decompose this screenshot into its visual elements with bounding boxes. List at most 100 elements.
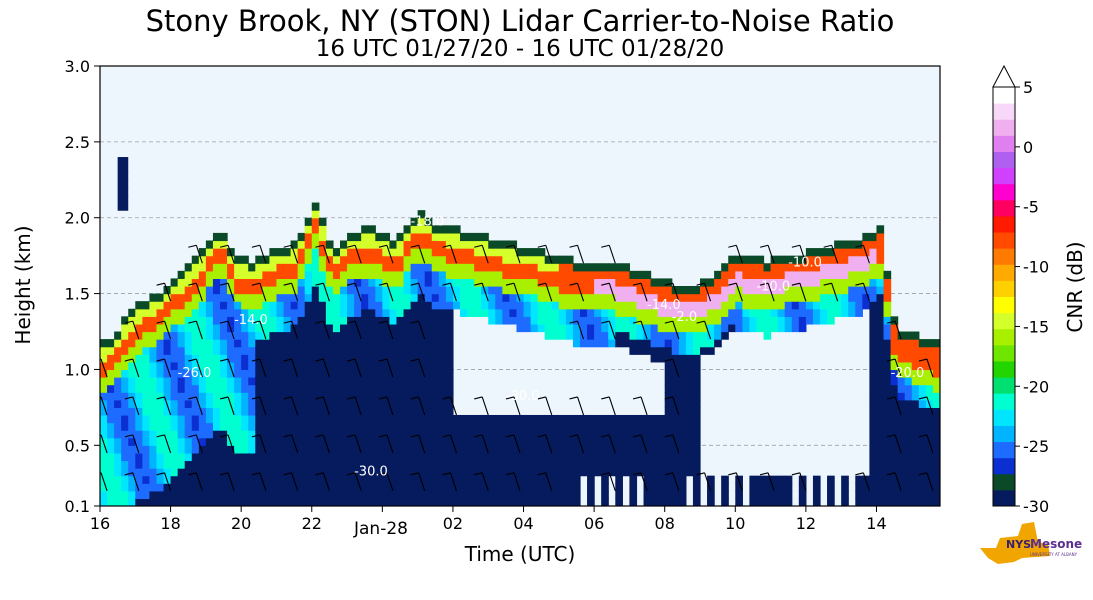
field-cell-1292 xyxy=(375,263,383,272)
wind-barb-39 xyxy=(283,358,299,378)
wind-barb-9 xyxy=(156,472,172,492)
field-cell-1913 xyxy=(523,293,532,302)
field-cell-3047 xyxy=(117,172,129,181)
field-cell-2105 xyxy=(587,460,595,469)
field-cell-735 xyxy=(269,399,278,408)
field-cell-764 xyxy=(276,437,285,446)
field-cell-829 xyxy=(290,460,299,469)
field-cell-1660 xyxy=(445,270,454,280)
field-cell-620 xyxy=(241,278,249,287)
field-cell-173 xyxy=(149,490,158,500)
y-axis-label: Height (km) xyxy=(11,225,35,345)
field-cell-2022 xyxy=(558,422,567,431)
field-cell-28 xyxy=(107,452,115,462)
field-cell-2241 xyxy=(629,323,638,333)
field-cell-405 xyxy=(198,331,207,340)
field-cell-1717 xyxy=(467,468,475,477)
field-cell-1665 xyxy=(445,232,454,242)
field-cell-54 xyxy=(114,422,122,431)
field-cell-118 xyxy=(135,498,143,506)
wind-barb-73 xyxy=(442,396,457,416)
field-cell-2030 xyxy=(558,286,567,295)
field-cell-237 xyxy=(163,430,172,439)
field-cell-1808 xyxy=(495,475,503,484)
field-cell-2922 xyxy=(897,392,906,401)
field-cell-2789 xyxy=(869,422,878,431)
field-cell-1405 xyxy=(403,490,412,500)
field-cell-1506 xyxy=(417,293,426,302)
field-cell-2449 xyxy=(685,286,694,295)
field-cell-2121 xyxy=(587,270,595,280)
field-cell-1703 xyxy=(460,301,468,310)
field-cell-1019 xyxy=(325,437,334,446)
field-cell-979 xyxy=(318,452,327,462)
field-cell-1890 xyxy=(516,293,525,302)
field-cell-2957 xyxy=(911,475,920,484)
field-cell-884 xyxy=(297,308,306,317)
field-cell-1700 xyxy=(460,422,468,431)
field-cell-1698 xyxy=(460,437,468,446)
field-cell-2025 xyxy=(558,323,567,333)
field-cell-1312 xyxy=(382,384,391,393)
field-cell-676 xyxy=(255,346,263,355)
y-tick-label-5: 2.5 xyxy=(65,133,90,152)
field-cell-2309 xyxy=(650,308,659,317)
wind-barb-100 xyxy=(601,282,616,302)
field-cell-2402 xyxy=(678,452,687,462)
field-cell-2192 xyxy=(615,437,623,446)
field-cell-2699 xyxy=(820,270,828,280)
field-cell-2992 xyxy=(918,384,927,393)
colorbar-swatch-9 xyxy=(993,344,1015,362)
contour-labels: -26.0-30.0-18.0-10.0-14.0-2.0-20.0-14.0-… xyxy=(178,214,925,479)
field-cell-2600 xyxy=(763,278,772,287)
field-cell-184 xyxy=(149,407,158,416)
field-cell-1106 xyxy=(340,301,348,310)
field-cell-1122 xyxy=(347,445,355,454)
field-cell-531 xyxy=(227,445,235,454)
field-cell-2758 xyxy=(855,286,863,295)
field-cell-1784 xyxy=(488,483,496,492)
field-cell-615 xyxy=(241,316,249,325)
field-cell-1570 xyxy=(431,392,440,401)
field-cell-2043 xyxy=(565,437,574,446)
field-cell-154 xyxy=(142,430,151,439)
field-cell-434 xyxy=(205,369,214,378)
field-cell-1330 xyxy=(382,248,391,257)
field-cell-1977 xyxy=(544,414,553,424)
field-cell-1933 xyxy=(530,316,539,325)
field-cell-2656 xyxy=(798,490,807,500)
field-cell-1994 xyxy=(551,460,560,469)
field-cell-3016 xyxy=(925,369,934,378)
field-cell-97 xyxy=(128,460,136,469)
x-axis: 16 18 20 22 02 04 06 08 10 12 14 xyxy=(90,506,887,533)
field-cell-2242 xyxy=(629,316,638,325)
field-cell-1944 xyxy=(537,490,546,500)
field-cell-781 xyxy=(276,308,285,317)
field-cell-1926 xyxy=(530,452,539,462)
field-cell-464 xyxy=(212,407,221,416)
field-cell-146 xyxy=(142,490,151,500)
field-cell-1138 xyxy=(347,323,355,333)
field-cell-264 xyxy=(170,445,179,454)
field-cell-2408 xyxy=(678,407,687,416)
field-cell-534 xyxy=(227,422,235,431)
field-cell-2109 xyxy=(587,430,595,439)
field-cell-2015 xyxy=(558,475,567,484)
field-cell-203 xyxy=(156,475,165,484)
field-cell-641 xyxy=(248,369,256,378)
field-cell-2590 xyxy=(763,490,772,500)
field-cell-2259 xyxy=(636,331,645,340)
wind-barb-135 xyxy=(918,472,934,492)
field-cell-222 xyxy=(156,331,165,340)
field-cell-151 xyxy=(142,452,151,462)
field-cell-1445 xyxy=(410,468,419,477)
field-cell-1084 xyxy=(340,468,348,477)
field-cell-1612 xyxy=(438,354,447,363)
field-cell-194 xyxy=(149,331,158,340)
field-cell-2982 xyxy=(918,460,927,469)
field-cell-334 xyxy=(184,377,193,386)
field-cell-2286 xyxy=(643,301,652,310)
field-cell-202 xyxy=(156,483,165,492)
field-cell-2057 xyxy=(565,255,574,264)
field-cell-610 xyxy=(241,354,249,363)
